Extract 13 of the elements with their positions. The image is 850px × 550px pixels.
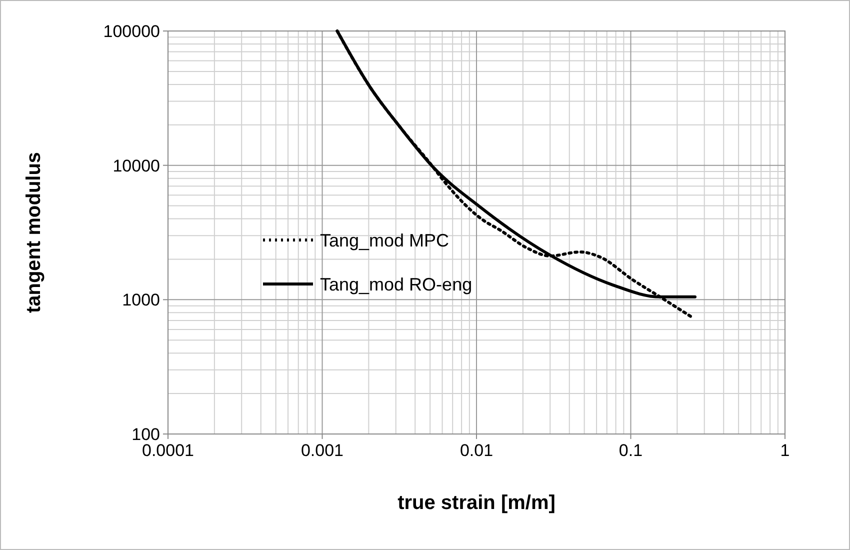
x-tick-label: 0.0001 — [142, 441, 194, 460]
y-tick-label: 10000 — [112, 156, 160, 176]
y-tick-label: 1000 — [122, 290, 160, 310]
y-tick-label: 100 — [132, 424, 160, 444]
x-tick-label: 1 — [780, 441, 790, 460]
x-tick-label: 0.01 — [460, 441, 494, 460]
legend-label: Tang_mod RO-eng — [320, 274, 472, 294]
x-axis-title: true strain [m/m] — [398, 492, 556, 514]
legend-label: Tang_mod MPC — [320, 230, 450, 250]
x-tick-label: 0.001 — [300, 441, 344, 460]
y-tick-label: 100000 — [103, 22, 160, 41]
y-axis-title: tangent modulus — [23, 152, 45, 314]
x-tick-label: 0.1 — [618, 441, 643, 460]
